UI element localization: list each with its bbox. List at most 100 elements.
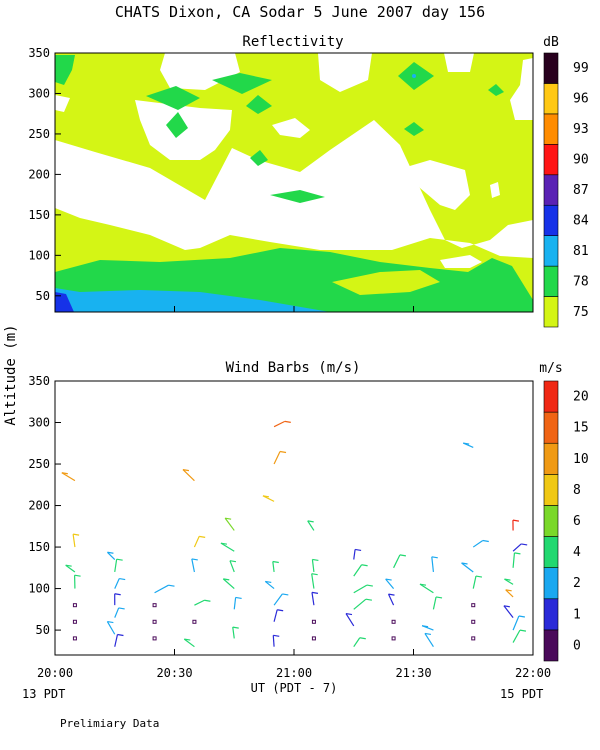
reflectivity-region-78db: [246, 95, 272, 114]
reflectivity-y-tick-label: 250: [28, 127, 50, 141]
wind-barb: [107, 551, 116, 560]
wind-barb: [229, 560, 237, 573]
wind-barb: [472, 575, 483, 589]
wind-barb: [311, 573, 318, 589]
reflectivity-y-tick-label: 100: [28, 248, 50, 262]
wind-colorbar-tick-label: 1: [573, 607, 581, 622]
wind-barb: [65, 564, 76, 573]
wind-colorbar-tick-label: 15: [573, 421, 589, 436]
reflectivity-colorbar-swatch: [543, 144, 559, 176]
wind-barb: [232, 626, 239, 639]
reflectivity-gap: [510, 58, 533, 120]
wind-colorbar-tick-label: 10: [573, 452, 589, 467]
wind-barb: [307, 520, 315, 531]
wind-barb: [393, 554, 407, 569]
reflectivity-colorbar-tick-label: 75: [573, 305, 589, 320]
reflectivity-colorbar-tick-label: 78: [573, 274, 589, 289]
wind-barb: [194, 599, 211, 606]
reflectivity-x-ticks: [54, 306, 414, 312]
reflectivity-colorbar-tick-label: 84: [573, 213, 589, 228]
wind-barb: [264, 580, 275, 590]
reflectivity-colorbar: 75 78 81 84 87 90 93 96 99: [543, 52, 589, 328]
reflectivity-y-tick-label: 150: [28, 208, 50, 222]
reflectivity-y-tick-label: 200: [28, 167, 50, 181]
wind-barb: [345, 612, 355, 627]
reflectivity-colorbar-tick-label: 99: [573, 61, 589, 76]
wind-barb: [504, 578, 514, 585]
wind-barb: [154, 584, 175, 594]
wind-calm-marker: [311, 619, 316, 624]
wind-y-tick-label: 150: [28, 540, 50, 554]
wind-y-tick-label: 350: [28, 374, 50, 388]
reflectivity-colorbar-swatch: [543, 235, 559, 267]
wind-barb: [183, 638, 195, 648]
wind-x-tick-label: 21:30: [395, 666, 431, 680]
reflectivity-colorbar-label: dB: [543, 35, 559, 50]
wind-barb: [220, 542, 235, 552]
wind-barb: [272, 560, 279, 573]
reflectivity-gap: [440, 255, 482, 268]
reflectivity-gap: [403, 160, 470, 210]
wind-calm-marker: [152, 603, 157, 608]
wind-colorbar-tick-label: 20: [573, 390, 589, 405]
wind-y-tick-label: 50: [36, 623, 50, 637]
wind-barb: [114, 558, 123, 573]
wind-colorbar-swatch: [543, 474, 559, 506]
wind-y-tick-label: 300: [28, 416, 50, 430]
wind-barb: [353, 548, 362, 560]
wind-x-tick-label: 20:30: [156, 666, 192, 680]
wind-calm-marker: [471, 619, 476, 624]
reflectivity-region-84db: [55, 292, 74, 312]
reflectivity-colorbar-tick-label: 90: [573, 153, 589, 168]
wind-barb: [273, 593, 289, 606]
reflectivity-field: [55, 53, 533, 312]
wind-x-tick-label: 22:00: [515, 666, 551, 680]
wind-calm-marker: [72, 619, 77, 624]
reflectivity-gap: [318, 53, 372, 92]
wind-barb: [311, 558, 319, 573]
wind-calm-marker: [72, 603, 77, 608]
wind-barb: [311, 591, 319, 606]
wind-barb: [419, 583, 434, 594]
reflectivity-region-78db: [270, 190, 325, 203]
reflectivity-colorbar-swatch: [543, 296, 559, 328]
wind-barb: [472, 539, 489, 548]
end-date-label: 15 PDT: [500, 687, 543, 701]
reflectivity-colorbar-tick-label: 93: [573, 122, 589, 137]
wind-calm-marker: [152, 619, 157, 624]
reflectivity-colorbar-swatch: [543, 265, 559, 297]
reflectivity-spot-81db: [412, 74, 416, 78]
wind-barb: [262, 495, 275, 502]
reflectivity-region-78db: [166, 112, 188, 138]
wind-y-tick-label: 250: [28, 457, 50, 471]
wind-barb: [512, 552, 521, 568]
wind-barb: [503, 605, 514, 619]
wind-barb: [74, 574, 81, 589]
wind-calm-marker: [152, 636, 157, 641]
figure-title: CHATS Dixon, CA Sodar 5 June 2007 day 15…: [115, 3, 485, 21]
wind-barb: [353, 598, 372, 610]
wind-calm-marker: [471, 636, 476, 641]
wind-barb: [461, 562, 474, 573]
wind-plot-area: [55, 381, 533, 655]
wind-barb: [385, 578, 395, 589]
reflectivity-y-tick-label: 300: [28, 86, 50, 100]
wind-y-tick-label: 100: [28, 582, 50, 596]
wind-barb: [512, 543, 528, 552]
reflectivity-gap: [55, 195, 62, 202]
wind-colorbar-swatch: [543, 411, 559, 444]
reflectivity-gap: [55, 95, 70, 112]
wind-colorbar-swatch: [543, 536, 559, 568]
reflectivity-colorbar-tick-label: 87: [573, 183, 589, 198]
wind-barb: [273, 450, 287, 465]
wind-colorbar-swatch: [543, 442, 559, 475]
reflectivity-colorbar-swatch: [543, 174, 559, 206]
wind-barb: [432, 596, 443, 610]
reflectivity-gap: [272, 118, 310, 138]
wind-colorbar-swatch: [543, 629, 559, 662]
reflectivity-region-78db: [404, 122, 424, 136]
reflectivity-region-75db: [332, 270, 440, 295]
wind-barb: [114, 577, 126, 589]
wind-colorbar: 0 1 2 4 6 8 10 15 20: [543, 380, 589, 662]
